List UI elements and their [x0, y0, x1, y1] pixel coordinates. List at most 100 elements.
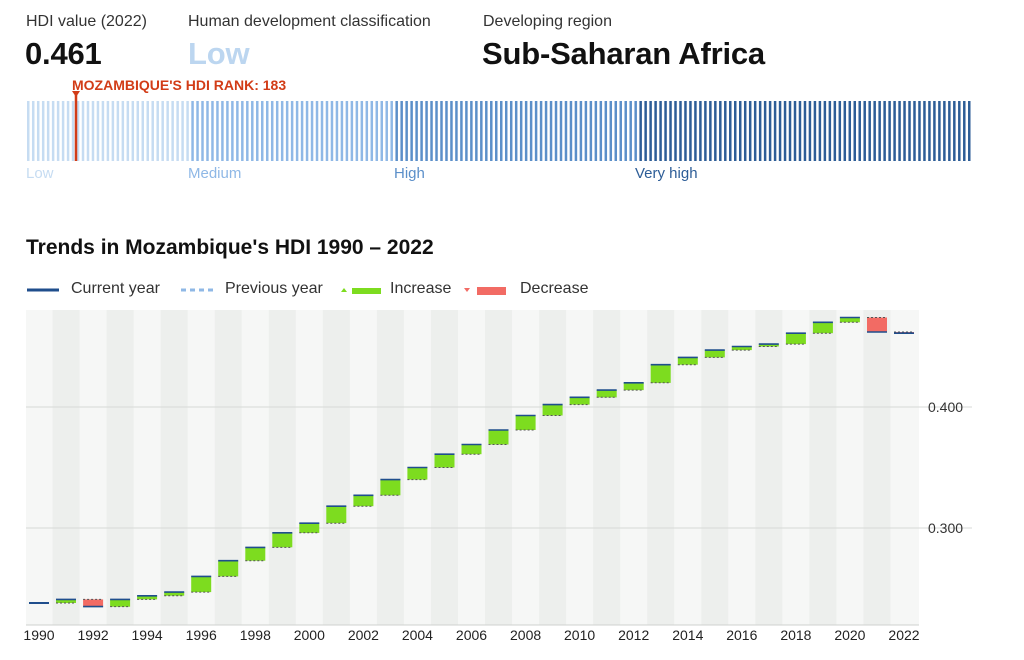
increase-bar	[839, 317, 860, 323]
band-label-low: Low	[26, 165, 54, 182]
strip-tick	[246, 101, 249, 161]
y-tick-label: 0.300	[928, 520, 963, 536]
strip-tick	[743, 101, 747, 161]
strip-tick	[918, 101, 921, 161]
strip-tick	[788, 101, 792, 161]
strip-tick	[584, 101, 588, 161]
increase-bar	[56, 599, 76, 603]
strip-tick	[206, 101, 209, 161]
strip-tick	[350, 101, 354, 161]
strip-tick	[270, 101, 274, 161]
increase-bar	[542, 404, 563, 416]
rank-marker-arrow	[72, 91, 80, 97]
strip-tick	[699, 101, 702, 161]
strip-tick	[928, 101, 931, 161]
strip-tick	[131, 101, 135, 161]
strip-tick	[405, 101, 408, 161]
plot-stripe	[701, 310, 729, 625]
plot-stripe	[322, 310, 350, 625]
strip-tick	[325, 101, 329, 161]
strip-tick	[360, 101, 364, 161]
strip-tick	[420, 101, 423, 161]
strip-tick	[853, 101, 856, 161]
increase-bar	[434, 454, 455, 468]
strip-tick	[893, 101, 896, 161]
strip-tick	[574, 101, 578, 161]
strip-tick	[529, 101, 533, 161]
strip-tick	[579, 101, 583, 161]
strip-tick	[335, 101, 339, 161]
strip-tick	[475, 101, 478, 161]
strip-tick	[111, 101, 115, 161]
strip-tick	[724, 101, 727, 161]
strip-tick	[933, 101, 936, 161]
strip-tick	[470, 101, 473, 161]
strip-tick	[126, 101, 130, 161]
strip-tick	[953, 101, 956, 161]
plot-stripe	[863, 310, 891, 625]
strip-tick	[231, 101, 234, 161]
strip-tick	[659, 101, 662, 161]
strip-tick	[813, 101, 817, 161]
strip-tick	[748, 101, 752, 161]
strip-tick	[251, 101, 254, 161]
legend-decrease-swatch	[464, 287, 506, 295]
legend-decrease-label: Decrease	[520, 280, 589, 297]
strip-tick	[963, 101, 966, 161]
x-tick-label: 1992	[78, 627, 109, 643]
strip-tick	[504, 101, 508, 161]
strip-tick	[176, 101, 179, 161]
strip-tick	[838, 101, 842, 161]
strip-tick	[509, 101, 513, 161]
strip-tick	[46, 101, 50, 161]
classification-value: Low	[188, 36, 250, 71]
strip-tick	[91, 101, 95, 161]
strip-tick	[435, 101, 438, 161]
strip-tick	[923, 101, 926, 161]
strip-tick	[315, 101, 319, 161]
strip-tick	[500, 101, 503, 161]
legend-current-label: Current year	[71, 280, 160, 297]
x-tick-label: 2006	[456, 627, 487, 643]
strip-tick	[619, 101, 622, 161]
strip-tick	[221, 101, 224, 161]
strip-tick	[380, 101, 383, 161]
strip-tick	[171, 101, 174, 161]
strip-tick	[729, 101, 732, 161]
strip-tick	[968, 101, 971, 161]
increase-bar	[461, 444, 482, 455]
strip-tick	[798, 101, 802, 161]
plot-stripe	[106, 310, 134, 625]
strip-tick	[958, 101, 961, 161]
strip-tick	[763, 101, 767, 161]
strip-tick	[803, 101, 807, 161]
increase-bar	[380, 479, 401, 496]
increase-bar	[596, 390, 617, 398]
x-tick-label: 2012	[618, 627, 649, 643]
plot-stripe	[809, 310, 837, 625]
strip-tick	[843, 101, 847, 161]
plot-stripe	[214, 310, 242, 625]
strip-tick	[236, 101, 239, 161]
increase-bar	[704, 350, 725, 358]
strip-tick	[514, 101, 518, 161]
strip-tick	[783, 101, 787, 161]
plot-stripe	[485, 310, 513, 625]
strip-tick	[569, 101, 573, 161]
strip-tick	[818, 101, 822, 161]
strip-tick	[460, 101, 463, 161]
increase-bar	[218, 560, 239, 577]
strip-tick	[898, 101, 901, 161]
strip-tick	[868, 101, 871, 161]
increase-bar	[650, 364, 671, 383]
hdi-rank-strip	[27, 91, 971, 161]
strip-tick	[201, 101, 204, 161]
strip-tick	[305, 101, 309, 161]
strip-tick	[704, 101, 707, 161]
strip-tick	[639, 101, 642, 161]
strip-tick	[878, 101, 881, 161]
strip-tick	[71, 101, 75, 161]
strip-tick	[604, 101, 608, 161]
region-value: Sub-Saharan Africa	[482, 36, 765, 71]
plot-stripe	[647, 310, 675, 625]
